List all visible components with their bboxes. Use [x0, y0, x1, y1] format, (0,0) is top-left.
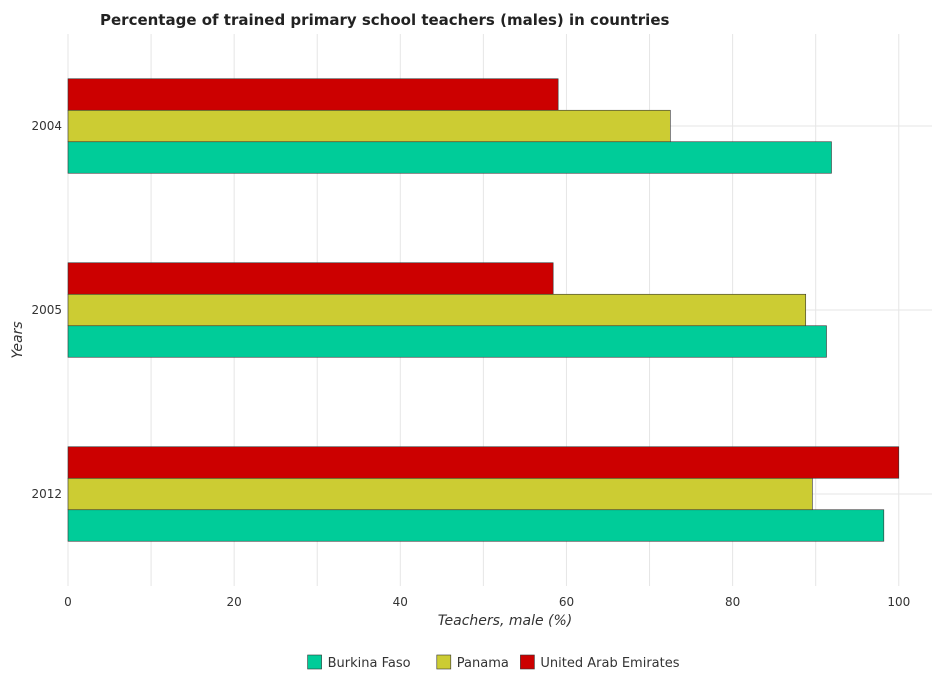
- bar-united-arab-emirates-2012: [67, 446, 900, 479]
- legend-swatch: [520, 654, 535, 670]
- legend-label: Burkina Faso: [328, 656, 411, 671]
- x-tick-label: 20: [227, 595, 242, 609]
- bar-panama-2004: [67, 109, 671, 143]
- y-tick-label: 2005: [31, 303, 62, 317]
- legend-swatch: [307, 654, 322, 670]
- x-tick-label: 100: [887, 595, 910, 609]
- x-tick-label: 0: [64, 595, 72, 609]
- bars: [67, 78, 900, 542]
- y-tick-label: 2004: [31, 119, 62, 133]
- legend-label: United Arab Emirates: [540, 656, 679, 671]
- bar-united-arab-emirates-2005: [67, 262, 554, 295]
- legend-swatch: [436, 654, 452, 670]
- x-tick-label: 80: [725, 595, 740, 609]
- x-tick-label: 60: [559, 595, 574, 609]
- x-tick-label: 40: [393, 595, 408, 609]
- bar-panama-2012: [67, 477, 813, 511]
- legend: Burkina Faso Panama United Arab Emirates: [307, 654, 680, 671]
- bar-panama-2005: [67, 293, 807, 327]
- y-tick-labels: 2004 2005 2012: [31, 119, 62, 501]
- chart-title: Percentage of trained primary school tea…: [100, 11, 669, 29]
- bar-united-arab-emirates-2004: [67, 78, 559, 111]
- bar-burkina-faso-2005: [67, 325, 827, 358]
- x-tick-labels: 0 20 40 60 80 100: [64, 595, 910, 609]
- x-axis-label: Teachers, male (%): [438, 613, 573, 629]
- bar-burkina-faso-2012: [67, 509, 885, 542]
- legend-label: Panama: [457, 656, 509, 671]
- y-tick-label: 2012: [31, 487, 62, 501]
- bar-burkina-faso-2004: [67, 141, 832, 174]
- y-axis-label: Years: [10, 321, 26, 358]
